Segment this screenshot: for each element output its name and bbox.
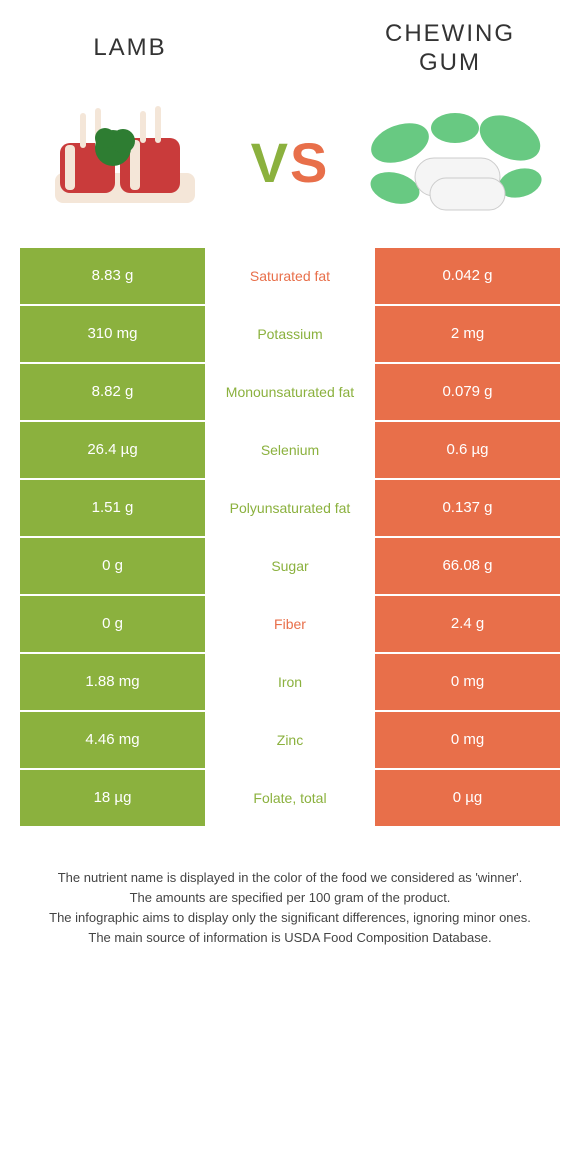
- right-food-title: CHEWING GUM: [350, 20, 550, 78]
- lamb-illustration-icon: [25, 98, 225, 228]
- vs-label: VS: [251, 130, 330, 195]
- comparison-table: 8.83 gSaturated fat0.042 g310 mgPotassiu…: [0, 248, 580, 826]
- vs-v: V: [251, 131, 290, 194]
- images-row: VS: [0, 88, 580, 248]
- left-value: 8.83 g: [20, 248, 205, 304]
- nutrient-name: Iron: [205, 654, 375, 710]
- footnotes: The nutrient name is displayed in the co…: [0, 828, 580, 969]
- nutrient-name: Monounsaturated fat: [205, 364, 375, 420]
- footnote-line: The nutrient name is displayed in the co…: [40, 868, 540, 888]
- left-value: 1.88 mg: [20, 654, 205, 710]
- footnote-line: The amounts are specified per 100 gram o…: [40, 888, 540, 908]
- left-value: 0 g: [20, 538, 205, 594]
- gum-illustration-icon: [355, 98, 555, 228]
- table-row: 0 gSugar66.08 g: [20, 538, 560, 594]
- nutrient-name: Fiber: [205, 596, 375, 652]
- table-row: 26.4 µgSelenium0.6 µg: [20, 422, 560, 478]
- left-value: 4.46 mg: [20, 712, 205, 768]
- left-value: 8.82 g: [20, 364, 205, 420]
- nutrient-name: Folate, total: [205, 770, 375, 826]
- table-row: 4.46 mgZinc0 mg: [20, 712, 560, 768]
- right-value: 66.08 g: [375, 538, 560, 594]
- nutrient-name: Potassium: [205, 306, 375, 362]
- right-value: 0.042 g: [375, 248, 560, 304]
- nutrient-name: Saturated fat: [205, 248, 375, 304]
- right-value: 0.079 g: [375, 364, 560, 420]
- right-value: 0 mg: [375, 712, 560, 768]
- right-value: 0 mg: [375, 654, 560, 710]
- footnote-line: The infographic aims to display only the…: [40, 908, 540, 928]
- left-value: 18 µg: [20, 770, 205, 826]
- left-food-title: LAMB: [30, 34, 230, 63]
- header: LAMB CHEWING GUM: [0, 0, 580, 88]
- nutrient-name: Zinc: [205, 712, 375, 768]
- table-row: 0 gFiber2.4 g: [20, 596, 560, 652]
- footnote-line: The main source of information is USDA F…: [40, 928, 540, 948]
- table-row: 18 µgFolate, total0 µg: [20, 770, 560, 826]
- nutrient-name: Selenium: [205, 422, 375, 478]
- left-value: 26.4 µg: [20, 422, 205, 478]
- right-value: 2 mg: [375, 306, 560, 362]
- table-row: 8.83 gSaturated fat0.042 g: [20, 248, 560, 304]
- left-value: 310 mg: [20, 306, 205, 362]
- table-row: 1.88 mgIron0 mg: [20, 654, 560, 710]
- right-value: 0.137 g: [375, 480, 560, 536]
- left-value: 0 g: [20, 596, 205, 652]
- right-value: 2.4 g: [375, 596, 560, 652]
- table-row: 1.51 gPolyunsaturated fat0.137 g: [20, 480, 560, 536]
- vs-s: S: [290, 131, 329, 194]
- table-row: 310 mgPotassium2 mg: [20, 306, 560, 362]
- right-value: 0 µg: [375, 770, 560, 826]
- nutrient-name: Sugar: [205, 538, 375, 594]
- table-row: 8.82 gMonounsaturated fat0.079 g: [20, 364, 560, 420]
- left-value: 1.51 g: [20, 480, 205, 536]
- right-value: 0.6 µg: [375, 422, 560, 478]
- nutrient-name: Polyunsaturated fat: [205, 480, 375, 536]
